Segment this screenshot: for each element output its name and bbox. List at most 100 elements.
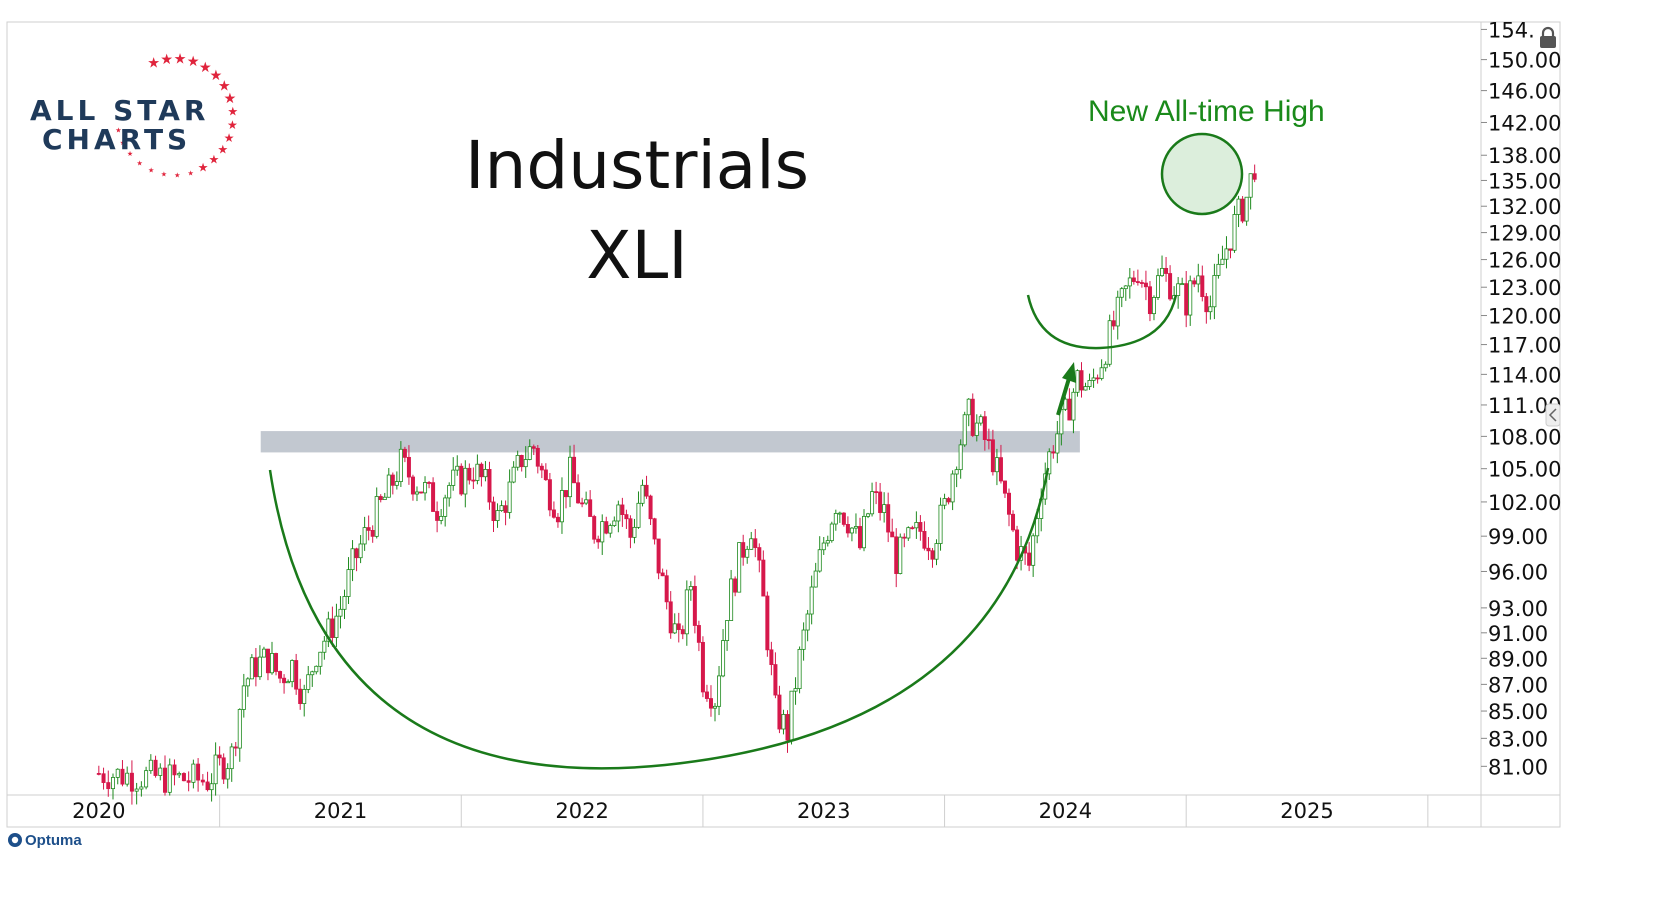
- candle: [745, 545, 750, 564]
- candle: [616, 500, 621, 533]
- brand-star-icon: ★: [227, 104, 238, 118]
- lock-icon[interactable]: [1540, 26, 1556, 48]
- candle: [96, 765, 101, 776]
- candle: [990, 429, 995, 476]
- candle: [406, 445, 411, 485]
- candle: [217, 746, 222, 766]
- candle: [604, 516, 609, 535]
- candle: [551, 501, 556, 519]
- x-tick-label: 2025: [1280, 799, 1333, 823]
- candle: [1224, 236, 1229, 269]
- candle: [1164, 257, 1169, 282]
- candle: [555, 513, 560, 528]
- candle: [366, 515, 371, 541]
- candle: [451, 457, 456, 491]
- brand-star-icon: ★: [137, 159, 143, 168]
- candle: [628, 515, 633, 549]
- candle: [700, 636, 705, 698]
- candle: [801, 622, 806, 661]
- candle: [209, 773, 214, 802]
- candle: [221, 753, 226, 784]
- candle: [1123, 285, 1128, 301]
- candle: [241, 673, 246, 718]
- candle: [857, 517, 862, 550]
- candle: [559, 477, 564, 534]
- x-tick-label: 2021: [314, 799, 367, 823]
- candle: [158, 763, 163, 781]
- candle: [148, 754, 153, 774]
- candle: [427, 481, 432, 489]
- candle: [1200, 265, 1205, 302]
- candle: [435, 501, 440, 533]
- candle: [821, 536, 826, 555]
- candle: [163, 755, 168, 796]
- candle: [644, 475, 649, 499]
- candle: [785, 710, 790, 753]
- y-tick-label: 154.: [1488, 18, 1535, 42]
- candle: [1180, 277, 1185, 286]
- candle: [1075, 369, 1080, 397]
- candle: [106, 770, 111, 797]
- candle: [167, 758, 172, 796]
- y-tick-label: 89.00: [1488, 647, 1548, 671]
- candle: [511, 461, 516, 484]
- chart-title-line-1: Industrials: [465, 127, 809, 204]
- candle: [1248, 173, 1253, 210]
- brand-star-icon: ★: [148, 165, 154, 174]
- candle: [713, 703, 718, 722]
- candle: [274, 652, 279, 676]
- y-tick-label: 108.00: [1488, 425, 1561, 449]
- brand-star-icon: ★: [174, 51, 187, 67]
- collapse-arrow-icon[interactable]: [1545, 403, 1561, 427]
- candle: [890, 518, 895, 538]
- candle: [906, 526, 911, 541]
- candle: [539, 463, 544, 479]
- candle: [225, 763, 230, 789]
- brand-star-icon: ★: [199, 60, 212, 76]
- brand-line-1: ALL STAR: [30, 94, 210, 127]
- brand-star-ring: ★ ★ ★ ★ ★★★★★★★★★★★★★★★★★★: [115, 51, 238, 179]
- candle: [1079, 362, 1084, 398]
- brand-star-icon: ★: [224, 91, 237, 107]
- brand-star-icon: ★: [147, 55, 160, 71]
- candle: [596, 535, 601, 549]
- candle: [805, 609, 810, 642]
- candle: [200, 774, 205, 786]
- candle: [1103, 361, 1108, 372]
- candle: [286, 679, 291, 684]
- candle: [624, 509, 629, 529]
- candle: [781, 709, 786, 735]
- candle: [1168, 265, 1173, 301]
- candle: [134, 782, 139, 805]
- candle: [1115, 290, 1120, 340]
- candle: [954, 466, 959, 488]
- candle: [177, 771, 182, 778]
- candle: [261, 646, 266, 658]
- candle: [588, 490, 593, 517]
- optuma-label: Optuma: [25, 832, 82, 849]
- candle: [463, 460, 468, 508]
- candle: [640, 479, 645, 507]
- all-time-high-label: New All-time High: [1088, 95, 1325, 128]
- brand-star-icon: ★: [127, 149, 133, 158]
- candle: [878, 483, 883, 521]
- x-tick-label: 2024: [1039, 799, 1092, 823]
- candle: [414, 486, 419, 502]
- y-tick-label: 150.00: [1488, 49, 1561, 73]
- candle: [306, 665, 311, 694]
- candle: [1071, 388, 1076, 434]
- candle: [302, 684, 307, 717]
- candle: [115, 768, 120, 785]
- resistance-band: [260, 431, 1080, 453]
- candle: [282, 674, 287, 694]
- y-tick-label: 120.00: [1488, 305, 1561, 329]
- candle: [139, 781, 144, 797]
- candle: [688, 581, 693, 601]
- candle: [741, 534, 746, 566]
- candle: [326, 611, 331, 648]
- candle: [789, 690, 794, 745]
- candle: [672, 613, 677, 635]
- candle: [1091, 368, 1096, 388]
- candle: [1127, 268, 1132, 299]
